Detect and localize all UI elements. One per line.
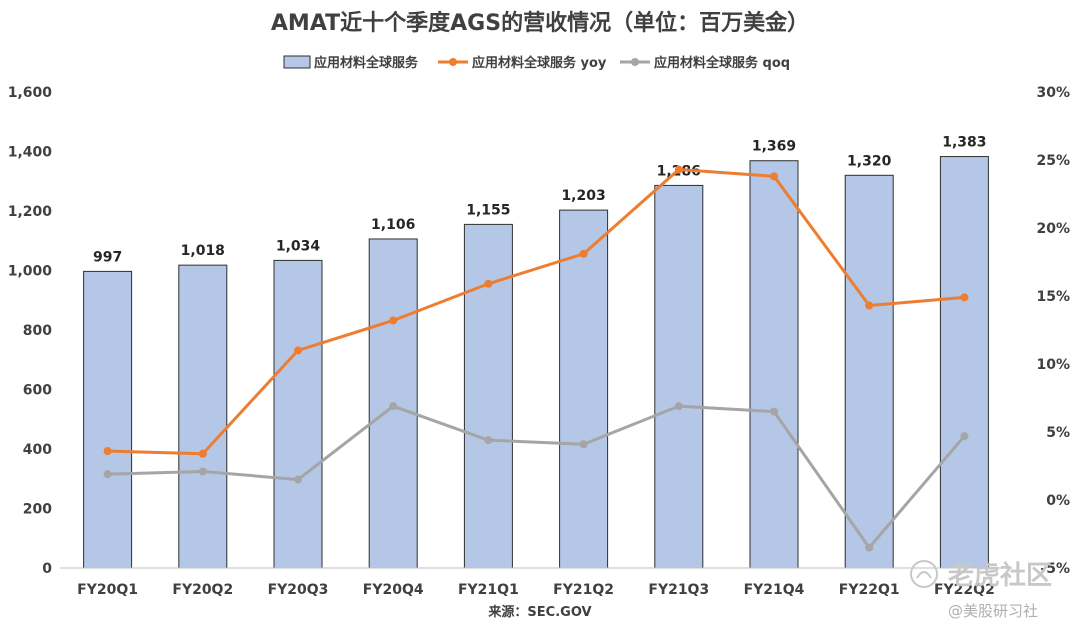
x-axis: FY20Q1 FY20Q2 FY20Q3 FY20Q4 FY21Q1 FY21Q2 FY21… bbox=[60, 567, 1012, 598]
line-point bbox=[579, 249, 588, 258]
line-point bbox=[198, 467, 207, 476]
line-point bbox=[389, 316, 398, 325]
watermark-handle: @美股研习社 bbox=[948, 602, 1038, 620]
bar bbox=[559, 209, 609, 569]
y2-tick-label: 0% bbox=[1046, 493, 1070, 509]
bar-data-label: 1,106 bbox=[371, 217, 415, 233]
bar-data-label: 1,018 bbox=[181, 243, 225, 259]
x-tick-label: FY22Q1 bbox=[839, 582, 900, 598]
x-tick-label: FY21Q3 bbox=[648, 582, 709, 598]
line-point bbox=[960, 432, 969, 441]
bar bbox=[749, 160, 799, 569]
y-tick-label: 1,000 bbox=[8, 264, 53, 280]
line-point bbox=[770, 407, 778, 416]
watermark: 老虎社区 @美股研习社 bbox=[910, 560, 1052, 620]
line-yoy bbox=[107, 168, 965, 456]
x-tick-label: FY22Q2 bbox=[934, 582, 995, 598]
bar-data-label: 1,320 bbox=[847, 153, 892, 169]
y2-tick-label: 5% bbox=[1046, 425, 1070, 441]
legend-label: 应用材料全球服务 qoq bbox=[654, 55, 790, 71]
line-point bbox=[103, 470, 112, 479]
x-tick-label: FY20Q2 bbox=[172, 582, 233, 598]
legend: 应用材料全球服务 应用材料全球服务 yoy 应用材料全球服务 qoq bbox=[283, 55, 790, 71]
bar bbox=[463, 223, 513, 569]
x-tick-label: FY20Q1 bbox=[77, 582, 138, 598]
bar-data-label: 1,034 bbox=[276, 238, 321, 254]
bar bbox=[178, 264, 228, 569]
bar-data-label: 1,155 bbox=[466, 202, 510, 218]
line-point bbox=[674, 165, 683, 174]
y2-tick-label: 30% bbox=[1036, 85, 1070, 101]
line-point bbox=[770, 172, 778, 181]
chart-title: AMAT近十个季度AGS的营收情况（单位：百万美金） bbox=[271, 10, 809, 36]
y-tick-label: 600 bbox=[23, 383, 52, 399]
line-point bbox=[294, 346, 302, 355]
line-point bbox=[865, 301, 874, 310]
y2-tick-label: -5% bbox=[1040, 561, 1070, 577]
x-tick-label: FY20Q3 bbox=[268, 582, 329, 598]
bar-series bbox=[83, 156, 989, 569]
legend-label: 应用材料全球服务 bbox=[314, 55, 419, 71]
x-tick-label: FY21Q2 bbox=[553, 582, 614, 598]
line-series bbox=[103, 165, 969, 552]
line-point bbox=[484, 279, 493, 288]
bar bbox=[939, 156, 989, 569]
legend-marker-qoq bbox=[631, 58, 639, 66]
source-note: 来源：SEC.GOV bbox=[487, 604, 591, 620]
tiger-logo-icon bbox=[910, 560, 938, 588]
line-point bbox=[484, 436, 493, 445]
line-qoq bbox=[107, 404, 966, 550]
y-tick-label: 1,200 bbox=[8, 204, 53, 220]
watermark-brand: 老虎社区 bbox=[948, 560, 1052, 591]
line-point bbox=[103, 447, 112, 456]
legend-marker-yoy bbox=[449, 58, 457, 66]
y-tick-label: 400 bbox=[23, 442, 52, 458]
line-point bbox=[674, 402, 683, 411]
bar-data-label: 1,203 bbox=[561, 188, 605, 204]
bar bbox=[654, 184, 704, 569]
bar-data-labels: 9971,0181,0341,1061,1551,2031,2861,3691,… bbox=[93, 135, 987, 266]
bar-data-label: 1,383 bbox=[942, 135, 986, 151]
x-tick-label: FY20Q4 bbox=[363, 582, 424, 598]
legend-swatch-bar bbox=[283, 55, 311, 69]
legend-label: 应用材料全球服务 yoy bbox=[472, 55, 607, 71]
y2-tick-label: 10% bbox=[1036, 357, 1070, 373]
x-tick-label: FY21Q4 bbox=[744, 582, 805, 598]
y-axis-right: -5% 0% 5% 10% 15% 20% 25% 30% bbox=[1036, 85, 1070, 577]
y-tick-label: 200 bbox=[23, 502, 52, 518]
y2-tick-label: 25% bbox=[1036, 153, 1070, 169]
bar bbox=[273, 259, 323, 569]
line-point bbox=[579, 440, 588, 449]
y-tick-label: 800 bbox=[23, 323, 52, 339]
line-point bbox=[198, 449, 207, 458]
line-point bbox=[960, 293, 969, 302]
bar-data-label: 1,369 bbox=[752, 139, 796, 155]
bar bbox=[844, 174, 894, 569]
y-tick-label: 1,600 bbox=[8, 85, 53, 101]
x-tick-label: FY21Q1 bbox=[458, 582, 519, 598]
line-point bbox=[865, 543, 874, 552]
y-tick-label: 1,400 bbox=[8, 145, 53, 161]
line-point bbox=[389, 402, 398, 411]
bar-data-label: 997 bbox=[93, 249, 122, 265]
bar bbox=[83, 270, 133, 569]
y2-tick-label: 20% bbox=[1036, 221, 1070, 237]
y2-tick-label: 15% bbox=[1036, 289, 1070, 305]
y-axis-left: 0 200 400 600 800 1,000 1,200 1,400 1,600 bbox=[8, 85, 53, 577]
line-point bbox=[294, 475, 302, 484]
y-tick-label: 0 bbox=[42, 561, 52, 577]
